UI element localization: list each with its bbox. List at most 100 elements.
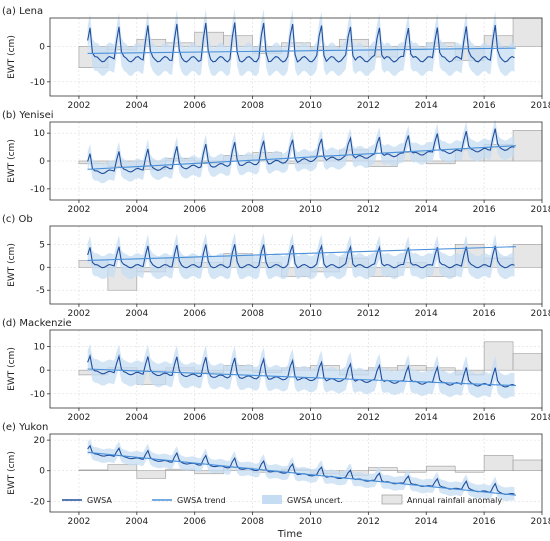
gwsa-line	[87, 22, 515, 63]
rainfall-bar	[512, 459, 543, 472]
x-tick-label: 2012	[357, 413, 380, 423]
x-tick-label: 2018	[531, 205, 550, 215]
legend-swatch	[262, 495, 282, 504]
rainfall-bar	[483, 341, 514, 371]
x-tick-label: 2006	[183, 517, 206, 527]
x-tick-label: 2006	[183, 413, 206, 423]
rainfall-bar	[512, 353, 543, 371]
x-tick-label: 2012	[357, 309, 380, 319]
panel-0: (a) Lena EWT (cm) 2002 2004 2006 2008 2010 2012…	[2, 6, 550, 111]
y-tick-label: 5	[39, 240, 45, 250]
y-tick-label: 20	[34, 436, 46, 446]
rainfall-bar	[78, 469, 109, 472]
axes-frame	[49, 329, 543, 409]
trend-line	[87, 47, 516, 55]
panel-2: (c) Ob EWT (cm) 2002 2004 2006 2008 2010 2012 20…	[2, 214, 550, 319]
uncert-band	[87, 438, 515, 502]
legend-label: Annual rainfall anomaly	[407, 496, 502, 505]
x-tick-label: 2014	[415, 205, 438, 215]
y-tick-label: -10	[30, 390, 45, 400]
trend-line	[87, 451, 517, 496]
uncert-band	[87, 8, 515, 77]
y-tick-label: -10	[30, 78, 45, 88]
x-tick-label: 2012	[357, 205, 380, 215]
x-tick-label: 2016	[473, 413, 496, 423]
x-tick-label: 2012	[357, 101, 380, 111]
x-tick-label: 2010	[299, 205, 322, 215]
panel-4: (e) Yukon EWT (cm) 2002 2004 2006 2008 2010 201…	[2, 422, 550, 527]
x-tick-label: 2010	[299, 101, 322, 111]
x-tick-label: 2018	[531, 309, 550, 319]
x-tick-label: 2010	[299, 517, 322, 527]
y-tick-label: 0	[39, 263, 45, 273]
x-tick-label: 2018	[531, 413, 550, 423]
y-tick-label: 10	[34, 129, 46, 139]
panel-3: (d) Mackenzie EWT (cm) 2002 2004 2006 2008 201…	[2, 318, 550, 423]
y-axis-label: EWT (cm)	[7, 243, 17, 287]
x-tick-label: 2002	[67, 517, 90, 527]
rainfall-bar	[512, 17, 543, 47]
y-tick-label: 0	[39, 157, 45, 167]
x-tick-label: 2002	[67, 101, 90, 111]
rainfall-bar	[368, 467, 398, 472]
rainfall-bar	[483, 455, 514, 472]
x-tick-label: 2018	[531, 517, 550, 527]
rainfall-bar	[396, 470, 427, 473]
axes-frame	[49, 433, 543, 513]
rainfall-bar	[136, 470, 167, 479]
panel-title: (d) Mackenzie	[2, 318, 72, 329]
x-tick-label: 2008	[241, 309, 264, 319]
x-tick-label: 2016	[473, 205, 496, 215]
panel-title: (a) Lena	[2, 6, 43, 17]
x-tick-label: 2004	[125, 101, 148, 111]
x-tick-label: 2006	[183, 205, 206, 215]
uncert-band	[87, 344, 515, 399]
x-tick-label: 2004	[125, 517, 148, 527]
panel-title: (b) Yenisei	[2, 110, 54, 121]
legend: GWSA GWSA trend GWSA uncert. Annual rainfal…	[62, 494, 502, 505]
x-tick-label: 2004	[125, 309, 148, 319]
y-tick-label: 0	[39, 366, 45, 376]
x-tick-label: 2002	[67, 309, 90, 319]
rainfall-bar	[512, 244, 543, 268]
y-axis-label: EWT (cm)	[7, 347, 17, 391]
trend-line	[87, 145, 516, 170]
x-tick-label: 2014	[415, 309, 438, 319]
x-tick-label: 2008	[241, 101, 264, 111]
gwsa-line	[87, 243, 515, 269]
x-tick-label: 2014	[415, 517, 438, 527]
x-tick-label: 2014	[415, 413, 438, 423]
legend-swatch	[381, 494, 403, 505]
y-tick-label: 10	[34, 343, 46, 353]
x-tick-label: 2016	[473, 517, 496, 527]
x-tick-label: 2008	[241, 413, 264, 423]
x-tick-label: 2018	[531, 101, 550, 111]
x-tick-label: 2016	[473, 309, 496, 319]
uncert-band	[87, 118, 515, 184]
x-tick-label: 2012	[357, 517, 380, 527]
trend-line	[87, 246, 516, 261]
y-tick-label: -20	[30, 497, 45, 507]
x-tick-label: 2002	[67, 413, 90, 423]
legend-label: GWSA trend	[177, 496, 226, 505]
panel-title: (e) Yukon	[2, 422, 48, 433]
rainfall-bar	[454, 470, 485, 473]
rainfall-bar	[512, 130, 543, 162]
x-tick-label: 2006	[183, 309, 206, 319]
x-axis-label: Time	[277, 529, 302, 540]
y-axis-label: EWT (cm)	[7, 35, 17, 79]
axes-frame	[49, 17, 543, 97]
gwsa-line	[87, 128, 515, 175]
y-tick-label: -10	[30, 185, 45, 195]
rainfall-bar	[107, 464, 138, 472]
y-axis-label: EWT (cm)	[7, 451, 17, 495]
x-tick-label: 2008	[241, 205, 264, 215]
x-tick-label: 2004	[125, 205, 148, 215]
y-tick-label: -5	[36, 286, 45, 296]
x-tick-label: 2008	[241, 517, 264, 527]
trend-line	[87, 368, 516, 387]
legend-label: GWSA	[87, 496, 112, 505]
axes-frame	[49, 225, 543, 305]
